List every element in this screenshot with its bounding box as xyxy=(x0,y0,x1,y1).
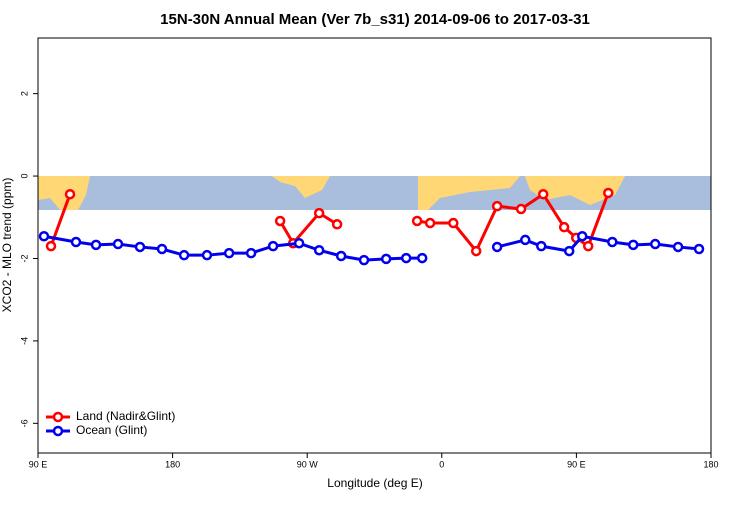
y-tick-label: 0 xyxy=(19,174,29,179)
data-point xyxy=(448,217,459,229)
data-point xyxy=(424,217,436,229)
data-point xyxy=(223,247,235,259)
data-point xyxy=(201,249,213,261)
data-point xyxy=(576,230,588,242)
y-tick-label: 2 xyxy=(19,91,29,96)
data-point xyxy=(156,243,168,255)
data-point xyxy=(470,245,482,257)
x-tick-label: 90 E xyxy=(567,459,586,469)
data-point xyxy=(112,238,124,250)
x-tick-label: 90 W xyxy=(297,459,319,469)
data-point xyxy=(520,234,531,246)
y-tick-label: -4 xyxy=(19,337,29,345)
data-point xyxy=(313,244,325,256)
x-axis-label: Longitude (deg E) xyxy=(327,476,422,490)
data-point xyxy=(45,240,57,252)
x-tick-label: 0 xyxy=(439,459,444,469)
x-tick-label: 180 xyxy=(703,459,718,469)
data-point xyxy=(380,253,392,265)
data-point xyxy=(134,241,146,253)
x-tick-label: 90 E xyxy=(29,459,48,469)
data-point xyxy=(603,187,614,199)
data-point xyxy=(64,188,76,200)
data-point xyxy=(515,203,527,215)
x-tick-label: 180 xyxy=(165,459,180,469)
y-tick-label: -6 xyxy=(19,419,29,427)
legend-marker xyxy=(52,425,64,437)
legend-marker xyxy=(52,411,64,423)
chart-title: 15N-30N Annual Mean (Ver 7b_s31) 2014-09… xyxy=(160,11,590,28)
data-point xyxy=(331,219,343,230)
data-point xyxy=(411,215,423,227)
data-point xyxy=(537,188,549,200)
data-point xyxy=(558,221,570,233)
map-strip xyxy=(38,176,711,210)
data-point xyxy=(582,240,594,252)
data-point xyxy=(358,254,370,266)
data-point xyxy=(672,241,684,253)
data-point xyxy=(245,247,257,259)
data-point xyxy=(491,241,503,253)
data-point xyxy=(491,200,503,212)
data-point xyxy=(70,236,82,248)
data-point xyxy=(178,249,190,261)
data-point xyxy=(335,250,347,262)
data-point xyxy=(313,207,325,219)
data-point xyxy=(536,240,547,252)
data-point xyxy=(563,245,575,257)
y-axis-label: XCO2 - MLO trend (ppm) xyxy=(0,178,14,313)
plot-frame xyxy=(37,37,712,454)
data-point xyxy=(693,243,705,255)
data-point xyxy=(90,239,102,251)
data-point xyxy=(267,240,279,252)
legend-label: Ocean (Glint) xyxy=(76,423,147,437)
data-point xyxy=(293,237,305,249)
data-point xyxy=(416,252,428,264)
data-point xyxy=(274,215,286,227)
data-point xyxy=(400,252,412,264)
y-tick-label: -2 xyxy=(19,254,29,262)
data-point xyxy=(649,238,661,250)
data-point xyxy=(627,239,639,251)
legend-label: Land (Nadir&Glint) xyxy=(76,409,175,423)
data-point xyxy=(607,236,618,248)
data-point xyxy=(38,230,50,242)
